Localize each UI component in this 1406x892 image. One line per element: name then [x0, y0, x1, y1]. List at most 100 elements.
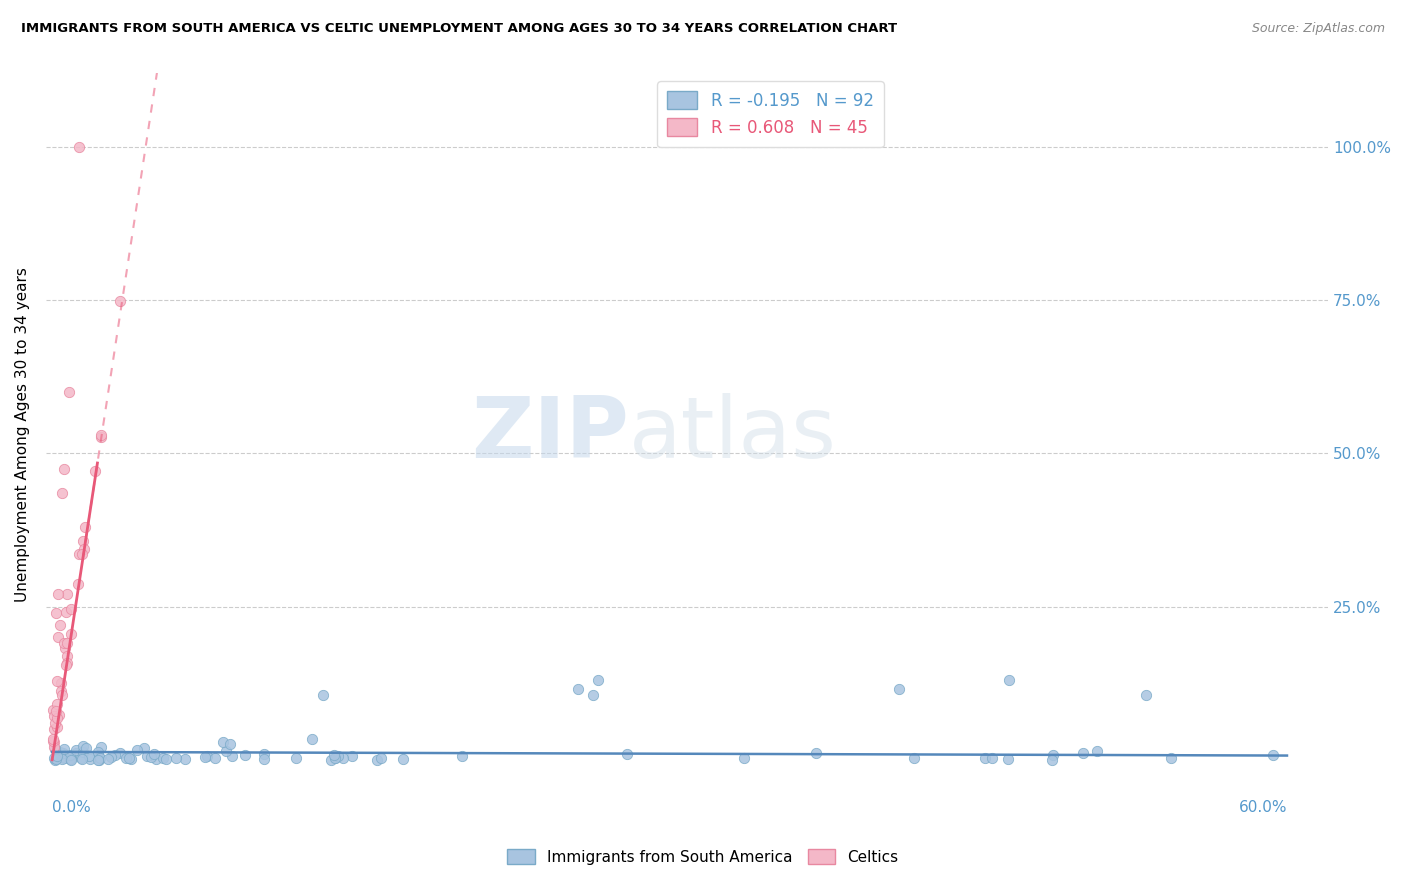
Point	[980, 751, 1002, 765]
Point	[44, 741, 66, 756]
Point	[340, 749, 363, 764]
Point	[806, 746, 828, 760]
Point	[49, 618, 72, 632]
Point	[49, 745, 72, 759]
Point	[45, 673, 67, 688]
Point	[87, 753, 110, 767]
Point	[285, 751, 308, 765]
Point	[567, 682, 589, 697]
Point	[233, 748, 256, 763]
Point	[42, 708, 65, 723]
Point	[55, 657, 77, 671]
Point	[89, 751, 111, 765]
Point	[70, 751, 93, 765]
Point	[42, 740, 65, 755]
Point	[55, 605, 77, 619]
Point	[45, 704, 67, 718]
Point	[73, 519, 96, 533]
Point	[67, 139, 90, 153]
Text: atlas: atlas	[630, 393, 838, 476]
Point	[90, 739, 112, 754]
Point	[139, 749, 162, 764]
Point	[1040, 753, 1063, 767]
Point	[56, 636, 79, 650]
Point	[55, 587, 77, 601]
Point	[59, 752, 82, 766]
Point	[319, 753, 342, 767]
Point	[108, 746, 131, 760]
Point	[301, 732, 323, 747]
Point	[49, 750, 72, 764]
Point	[173, 752, 195, 766]
Point	[42, 722, 65, 736]
Point	[221, 749, 243, 764]
Text: Source: ZipAtlas.com: Source: ZipAtlas.com	[1251, 22, 1385, 36]
Point	[48, 708, 70, 723]
Point	[132, 741, 155, 756]
Point	[44, 715, 66, 730]
Point	[45, 721, 67, 735]
Point	[127, 743, 149, 757]
Point	[252, 747, 274, 761]
Point	[997, 752, 1019, 766]
Point	[155, 751, 177, 765]
Point	[312, 689, 335, 703]
Point	[145, 752, 167, 766]
Point	[53, 461, 76, 475]
Point	[51, 752, 73, 766]
Point	[204, 751, 226, 765]
Point	[60, 627, 83, 641]
Point	[42, 703, 65, 717]
Point	[59, 751, 82, 765]
Point	[89, 753, 111, 767]
Point	[87, 749, 110, 764]
Point	[90, 427, 112, 442]
Y-axis label: Unemployment Among Ages 30 to 34 years: Unemployment Among Ages 30 to 34 years	[15, 268, 30, 602]
Point	[65, 746, 87, 760]
Point	[328, 749, 350, 764]
Point	[889, 682, 911, 697]
Point	[66, 577, 89, 591]
Point	[45, 751, 67, 765]
Point	[45, 606, 67, 620]
Point	[72, 541, 94, 556]
Point	[211, 735, 233, 749]
Point	[70, 751, 93, 765]
Point	[44, 751, 66, 765]
Legend: Immigrants from South America, Celtics: Immigrants from South America, Celtics	[501, 843, 905, 871]
Point	[392, 751, 415, 765]
Point	[616, 747, 638, 762]
Point	[588, 673, 610, 687]
Text: ZIP: ZIP	[471, 393, 630, 476]
Point	[733, 751, 755, 765]
Point	[118, 751, 141, 765]
Point	[323, 751, 346, 765]
Point	[100, 750, 122, 764]
Point	[59, 747, 82, 762]
Point	[72, 745, 94, 759]
Legend: R = -0.195   N = 92, R = 0.608   N = 45: R = -0.195 N = 92, R = 0.608 N = 45	[657, 81, 883, 147]
Point	[46, 630, 69, 644]
Point	[44, 753, 66, 767]
Point	[42, 734, 65, 748]
Point	[49, 676, 72, 690]
Point	[53, 636, 76, 650]
Point	[195, 748, 218, 763]
Point	[97, 752, 120, 766]
Text: 0.0%: 0.0%	[52, 800, 91, 814]
Point	[55, 658, 77, 673]
Point	[67, 547, 90, 561]
Point	[253, 752, 276, 766]
Text: 60.0%: 60.0%	[1239, 800, 1286, 814]
Point	[323, 750, 346, 764]
Point	[1263, 747, 1285, 762]
Point	[70, 548, 93, 562]
Point	[87, 745, 110, 759]
Point	[451, 749, 474, 764]
Point	[45, 697, 67, 711]
Text: IMMIGRANTS FROM SOUTH AMERICA VS CELTIC UNEMPLOYMENT AMONG AGES 30 TO 34 YEARS C: IMMIGRANTS FROM SOUTH AMERICA VS CELTIC …	[21, 22, 897, 36]
Point	[974, 751, 997, 765]
Point	[194, 750, 217, 764]
Point	[56, 649, 79, 664]
Point	[79, 749, 101, 764]
